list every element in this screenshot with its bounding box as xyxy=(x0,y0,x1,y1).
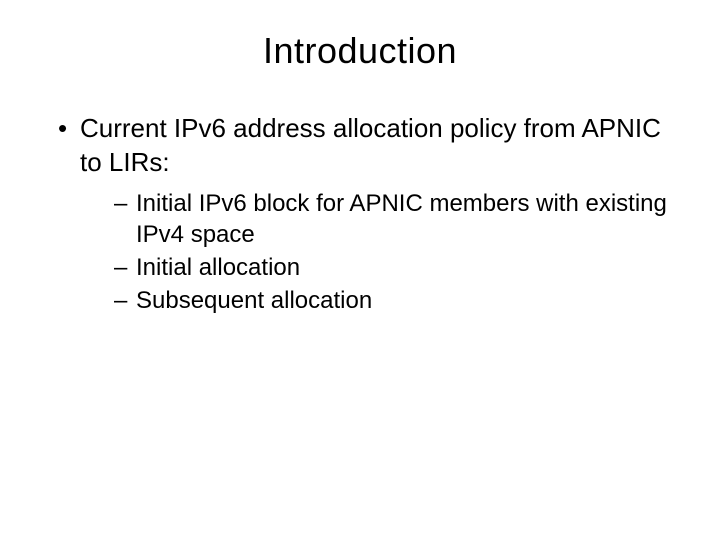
sub-bullet-text: Subsequent allocation xyxy=(136,287,372,314)
bullet-text: Current IPv6 address allocation policy f… xyxy=(80,113,661,177)
sub-bullet-text: Initial IPv6 block for APNIC members wit… xyxy=(136,190,667,248)
sub-bullet-list: Initial IPv6 block for APNIC members wit… xyxy=(80,188,670,317)
slide-title: Introduction xyxy=(50,30,670,72)
bullet-list: Current IPv6 address allocation policy f… xyxy=(50,112,670,316)
sub-bullet-item: Subsequent allocation xyxy=(80,285,670,316)
bullet-item: Current IPv6 address allocation policy f… xyxy=(50,112,670,316)
sub-bullet-item: Initial allocation xyxy=(80,252,670,283)
sub-bullet-item: Initial IPv6 block for APNIC members wit… xyxy=(80,188,670,250)
sub-bullet-text: Initial allocation xyxy=(136,254,300,281)
